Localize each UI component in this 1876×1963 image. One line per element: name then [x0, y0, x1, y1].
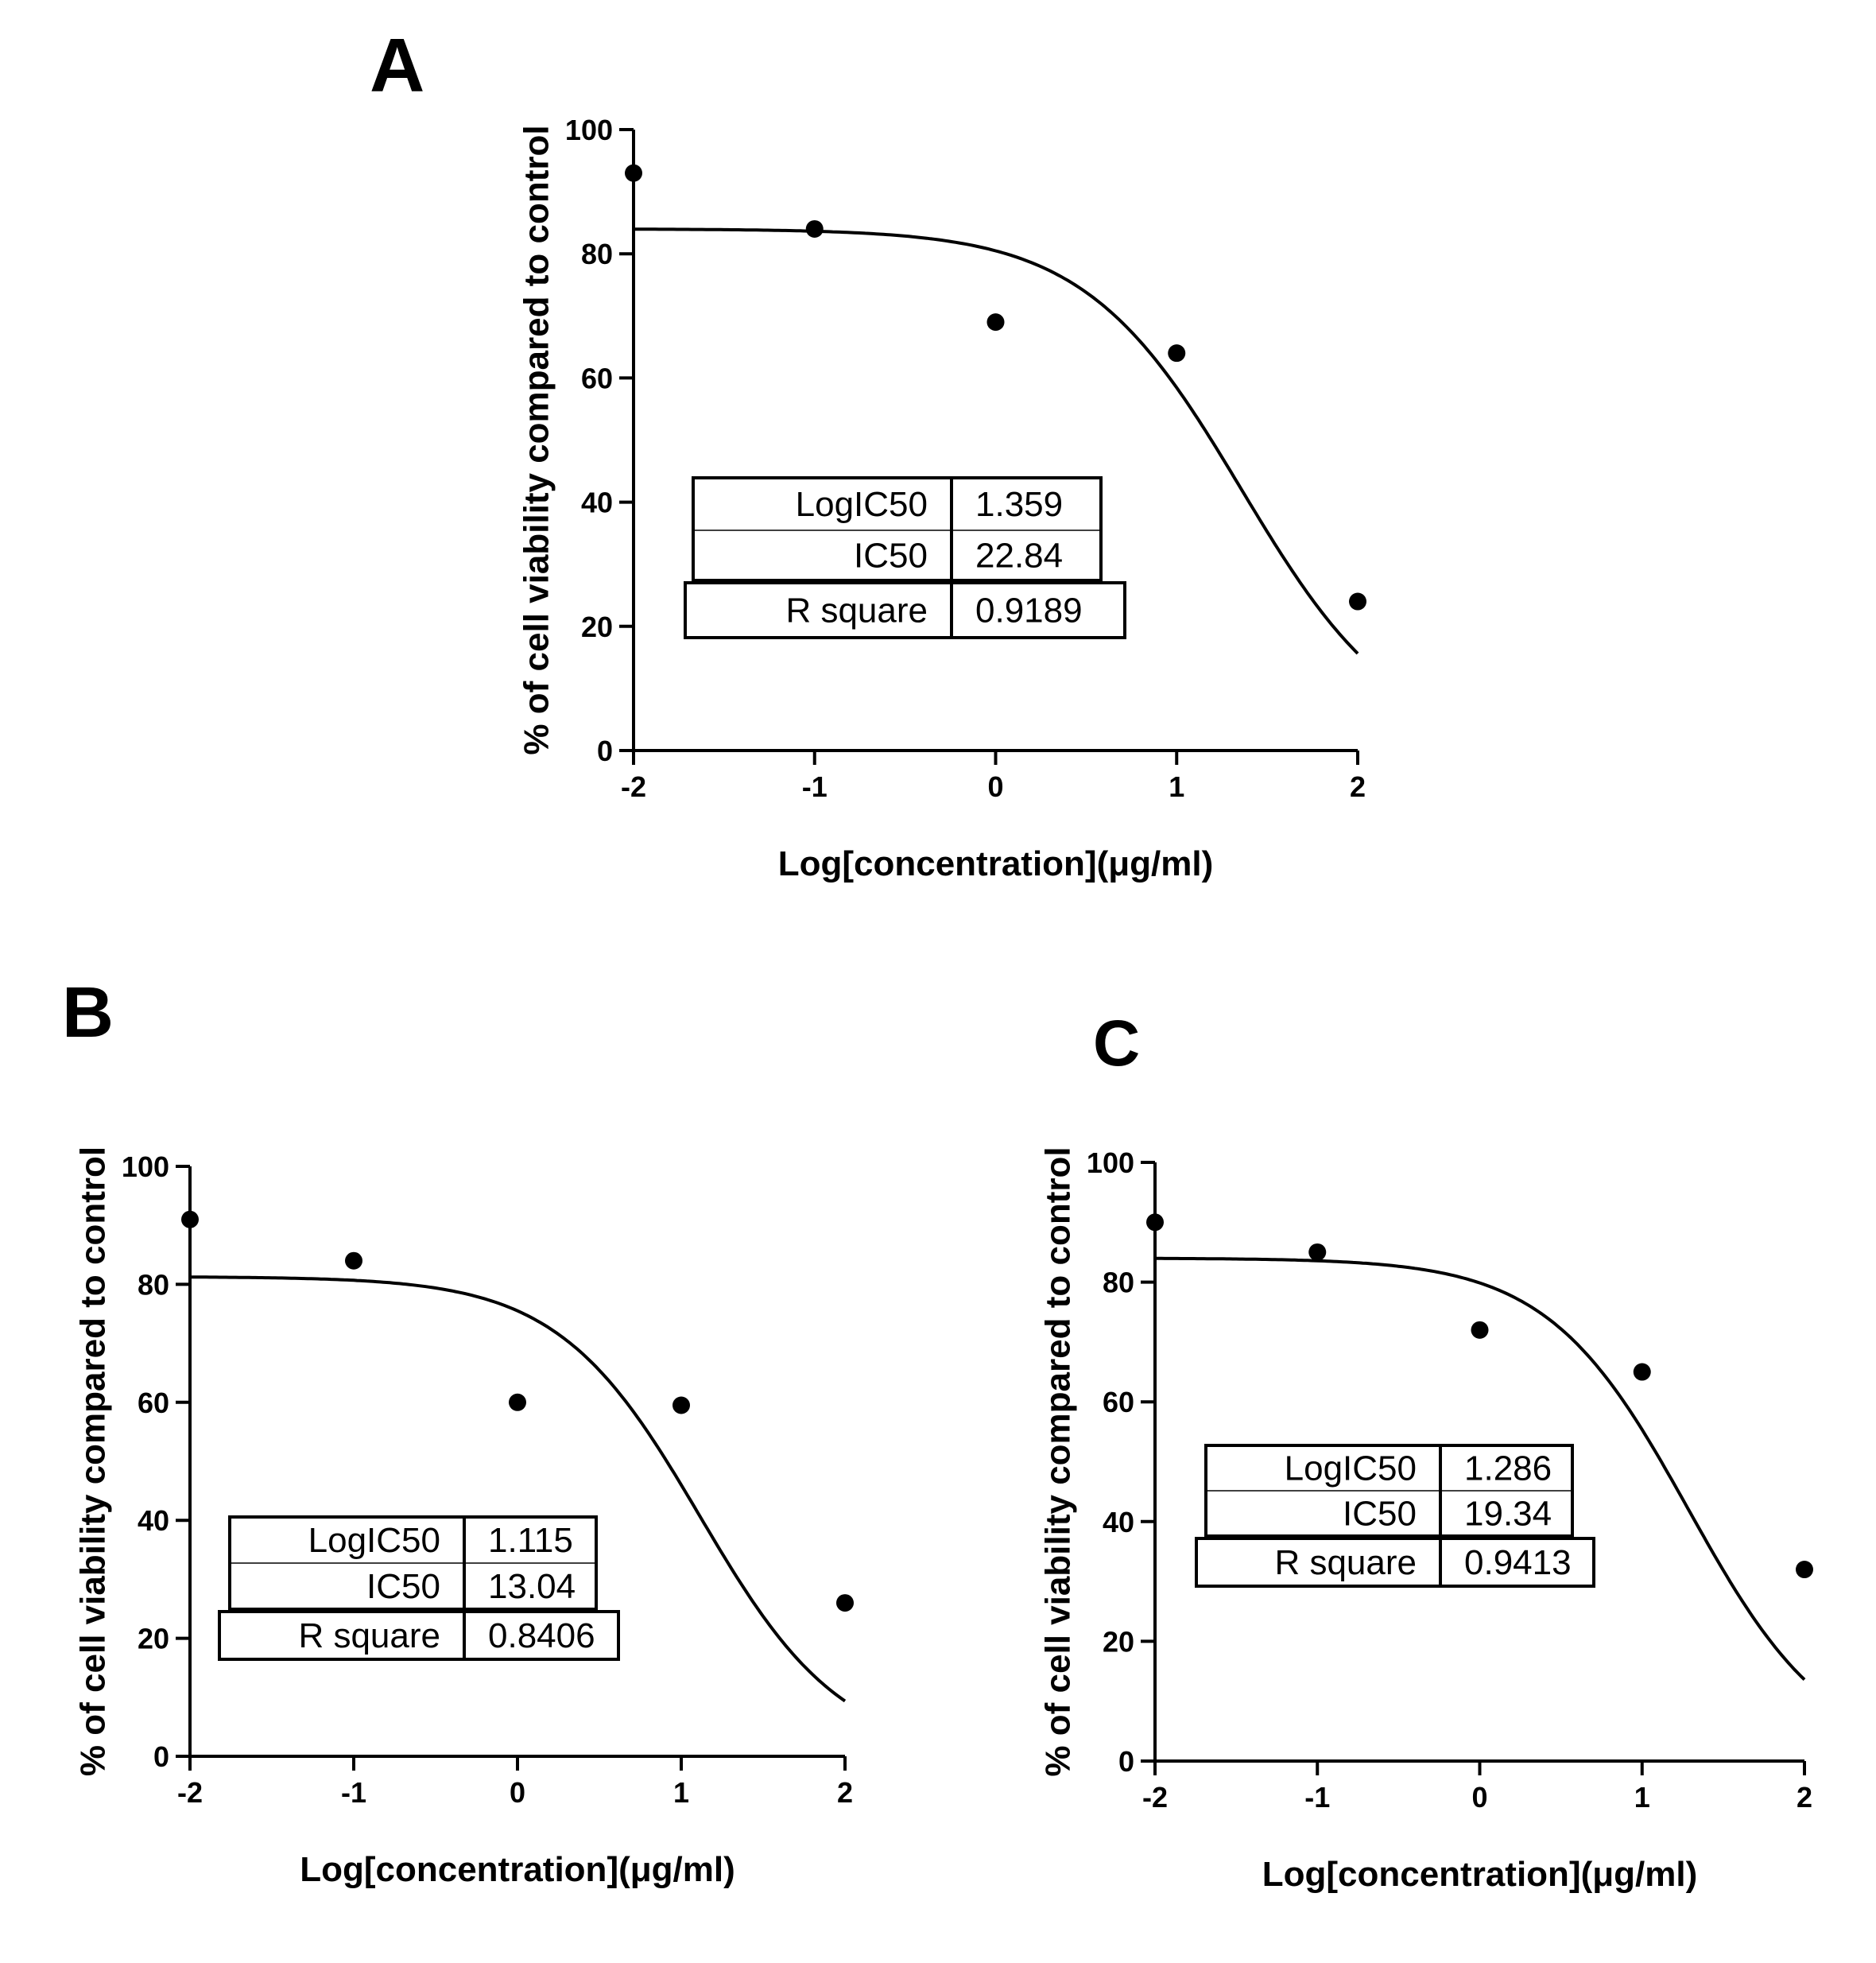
data-point — [509, 1393, 526, 1411]
y-tick-label: 0 — [597, 735, 613, 767]
y-tick-label: 80 — [581, 238, 613, 270]
fit-curve — [1155, 1256, 1806, 1682]
y-tick-label: 40 — [581, 487, 613, 519]
y-tick-label: 100 — [122, 1150, 169, 1183]
data-point — [1168, 344, 1186, 363]
panel-b: B 0 20 40 60 80 100 -2 -1 0 1 2 Log[concentration](μ… — [62, 973, 854, 1889]
data-point — [1349, 592, 1366, 611]
stat-value: 1.359 — [975, 485, 1063, 524]
stats-table: LogIC50 1.115 IC50 13.04 R square 0.8406 — [218, 1515, 620, 1661]
data-point — [1796, 1561, 1813, 1579]
stat-value: 0.8406 — [488, 1616, 595, 1655]
data-point — [986, 313, 1005, 332]
x-tick-label: 1 — [1634, 1781, 1650, 1814]
x-tick-label: 0 — [987, 770, 1003, 803]
y-axis-title: % of cell viability compared to control — [1039, 1146, 1078, 1776]
y-tick-label: 80 — [138, 1268, 169, 1301]
stat-value: 22.84 — [975, 537, 1063, 576]
data-point — [1146, 1213, 1164, 1232]
x-axis-title: Log[concentration](μg/ml) — [1262, 1855, 1698, 1894]
y-axis-title: % of cell viability compared to control — [74, 1146, 113, 1776]
y-tick-label: 60 — [138, 1387, 169, 1419]
stat-label: R square — [1274, 1543, 1417, 1582]
x-tick-label: 1 — [1169, 770, 1184, 803]
x-tick-label: 0 — [510, 1776, 525, 1809]
stat-label: IC50 — [366, 1567, 440, 1606]
x-tick-label: 1 — [673, 1776, 689, 1809]
y-tick-label: 20 — [138, 1623, 169, 1655]
data-point — [625, 164, 642, 182]
stats-box-rsquare — [218, 1610, 620, 1661]
data-point — [672, 1396, 690, 1414]
panel-letter: A — [370, 23, 424, 108]
y-tick-label: 40 — [138, 1504, 169, 1537]
x-tick-label: 2 — [837, 1776, 853, 1809]
y-tick-label: 80 — [1103, 1267, 1134, 1299]
stat-label: LogIC50 — [308, 1521, 440, 1560]
data-point — [1471, 1321, 1489, 1339]
x-tick-label: -1 — [802, 770, 828, 803]
stat-value: 0.9189 — [975, 592, 1083, 630]
x-tick-label: 0 — [1471, 1781, 1487, 1814]
stat-value: 1.286 — [1464, 1449, 1552, 1488]
stat-label: LogIC50 — [1285, 1449, 1417, 1488]
x-tick-label: -2 — [177, 1776, 203, 1809]
data-point — [836, 1594, 854, 1612]
stats-box-rsquare — [1195, 1537, 1595, 1588]
y-tick-label: 0 — [1118, 1745, 1134, 1778]
x-tick-label: -2 — [621, 770, 646, 803]
stat-value: 19.34 — [1464, 1495, 1552, 1534]
stat-label: IC50 — [854, 537, 928, 576]
panel-letter: C — [1093, 1007, 1140, 1080]
panel-c: C 0 20 40 60 80 100 -2 -1 0 1 2 Log[concentration](μ… — [1039, 1007, 1813, 1894]
data-point — [181, 1210, 199, 1228]
stat-label: R square — [298, 1616, 440, 1655]
stats-box-rsquare — [684, 581, 1126, 639]
y-tick-label: 60 — [581, 362, 613, 394]
stat-value: 13.04 — [488, 1567, 576, 1606]
x-tick-label: 2 — [1797, 1781, 1812, 1814]
fit-curve — [190, 1275, 847, 1703]
y-tick-label: 100 — [1087, 1146, 1134, 1179]
panel-letter: B — [62, 973, 114, 1053]
y-tick-label: 20 — [1103, 1625, 1134, 1658]
fit-curve — [633, 227, 1359, 655]
y-tick-label: 100 — [565, 114, 613, 146]
data-point — [1308, 1243, 1327, 1261]
stats-table: LogIC50 1.286 IC50 19.34 R square 0.9413 — [1195, 1444, 1595, 1588]
stat-value: 0.9413 — [1464, 1543, 1572, 1582]
stat-label: IC50 — [1343, 1495, 1417, 1534]
x-tick-label: 2 — [1350, 770, 1366, 803]
stat-label: R square — [785, 592, 928, 630]
x-axis-title: Log[concentration](μg/ml) — [300, 1850, 735, 1889]
y-tick-label: 40 — [1103, 1506, 1134, 1538]
y-tick-label: 20 — [581, 611, 613, 643]
y-tick-label: 60 — [1103, 1386, 1134, 1418]
data-point — [1633, 1363, 1651, 1381]
data-point — [805, 219, 824, 238]
x-axis-title: Log[concentration](μg/ml) — [778, 844, 1214, 883]
panel-a: A 0 20 40 60 80 100 -2 -1 0 1 2 Log[concentration](μ… — [370, 23, 1366, 883]
x-tick-label: -1 — [341, 1776, 366, 1809]
x-tick-label: -2 — [1142, 1781, 1168, 1814]
stat-value: 1.115 — [488, 1521, 573, 1560]
y-axis-title: % of cell viability compared to control — [517, 125, 556, 755]
data-point — [345, 1251, 362, 1270]
stats-table: LogIC50 1.359 IC50 22.84 R square 0.9189 — [684, 476, 1126, 639]
x-tick-label: -1 — [1304, 1781, 1330, 1814]
stats-box-top — [692, 476, 1103, 582]
y-tick-label: 0 — [153, 1740, 169, 1773]
stat-label: LogIC50 — [796, 485, 928, 524]
